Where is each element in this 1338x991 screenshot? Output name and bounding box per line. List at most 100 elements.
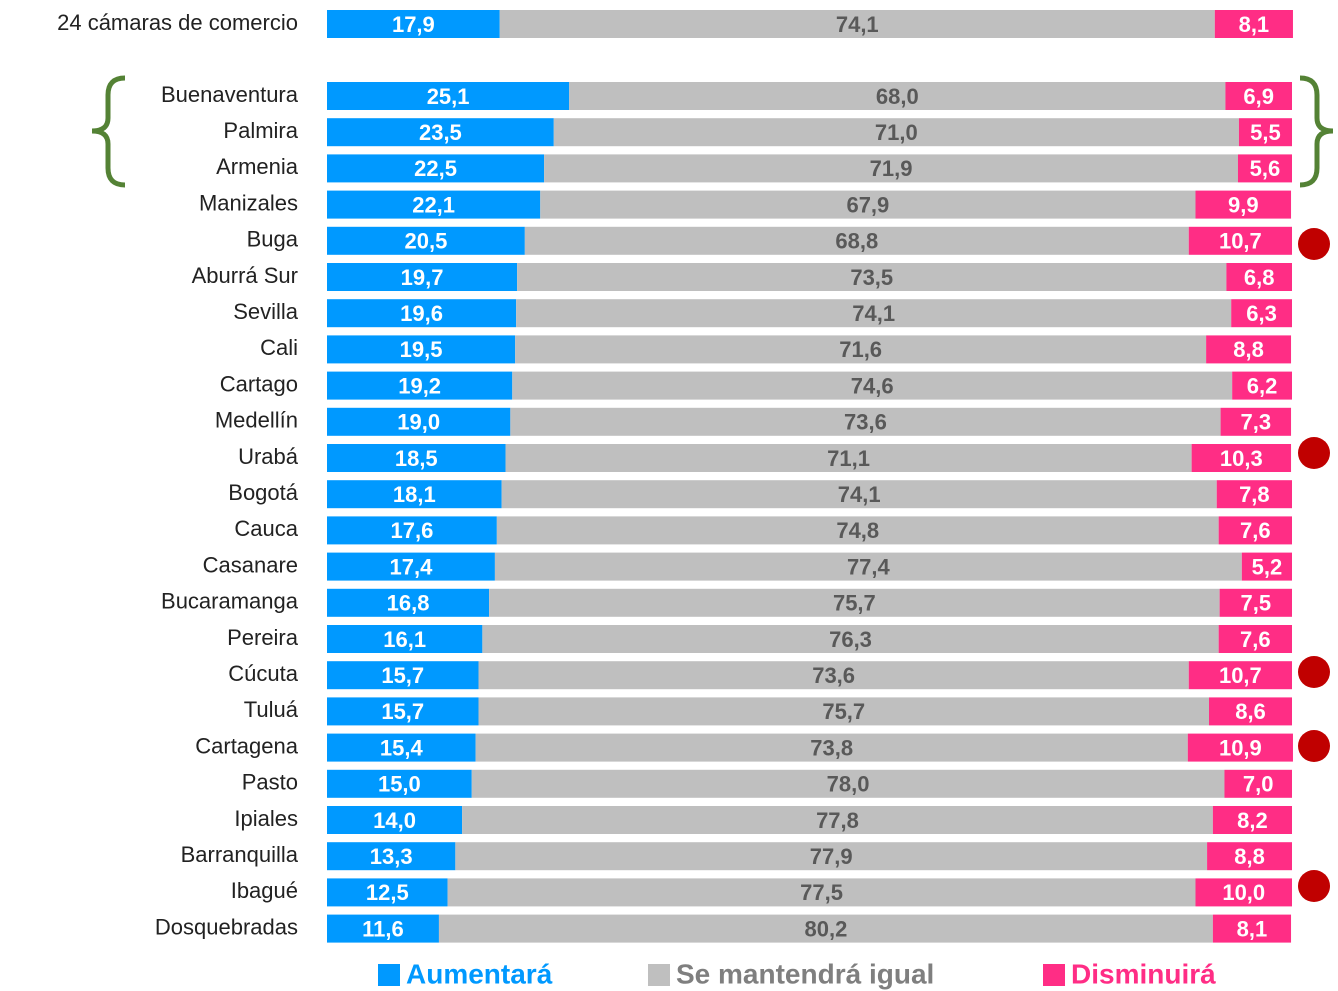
value-label: 19,6 [400,301,443,326]
category-label: Manizales [199,190,298,215]
value-label: 15,7 [381,663,424,688]
value-label: 5,5 [1250,120,1281,145]
value-label: 19,2 [398,373,441,398]
value-label: 6,8 [1244,265,1275,290]
bar-segment [489,588,1220,617]
category-label: Ipiales [234,806,298,831]
bracket [91,75,126,188]
value-label: 19,7 [401,265,444,290]
bar-segment [1195,878,1292,907]
bar-segment [1220,407,1292,436]
value-label: 17,6 [391,518,434,543]
value-label: 20,5 [404,229,447,254]
bar-segment [327,842,456,871]
category-label: Cali [260,335,298,360]
value-label: 10,0 [1222,880,1265,905]
bar-segment [327,480,502,509]
bar-segment [1188,226,1292,255]
bar-segment [327,118,554,147]
category-label: Urabá [238,444,299,469]
bar-segment [524,226,1189,255]
bar-segment [327,154,545,183]
category-label: Cartago [220,371,298,396]
bar-segment [1219,588,1292,617]
value-label: 6,3 [1246,301,1277,326]
value-label: 74,1 [836,12,879,37]
bar-segment [327,914,439,943]
value-label: 74,6 [851,373,894,398]
category-label: Buga [247,227,299,252]
value-label: 25,1 [427,84,470,109]
category-label: Bucaramanga [161,589,299,614]
bar-segment [327,661,479,690]
value-label: 7,8 [1239,482,1270,507]
value-label: 23,5 [419,120,462,145]
category-label: Bogotá [228,480,298,505]
bar-segment [327,552,495,581]
value-label: 71,9 [870,156,913,181]
value-label: 74,8 [836,518,879,543]
category-label: Casanare [203,552,298,577]
bracket [1299,75,1334,188]
legend-swatch [1043,964,1065,986]
bar-segment [1216,480,1292,509]
bar-segment [478,661,1189,690]
bar-segment [1225,82,1292,110]
category-label: Palmira [223,118,298,143]
legend-label: Aumentará [406,958,553,989]
bar-segment [327,335,516,364]
value-label: 8,6 [1235,699,1266,724]
bar-segment [540,190,1196,219]
bar-segment [1224,769,1292,798]
bar-segment [327,226,525,255]
bar-segment [327,625,483,653]
bar-segment [327,806,463,834]
value-label: 10,9 [1219,735,1262,760]
bar-segment [1231,299,1292,328]
bar-segment [1191,444,1292,472]
bar-segment [1207,842,1292,871]
value-label: 15,7 [381,699,424,724]
value-label: 7,0 [1243,772,1274,797]
value-label: 71,0 [875,120,918,145]
legend-label: Se mantendrá igual [676,958,934,989]
category-label: Cúcuta [228,661,298,686]
value-label: 7,3 [1241,410,1272,435]
value-label: 76,3 [829,627,872,652]
bar-segment [327,407,511,436]
value-label: 22,1 [412,192,455,217]
bar-segment [482,625,1219,653]
bar-segment [327,769,472,798]
value-label: 17,4 [390,554,434,579]
value-label: 8,1 [1237,916,1268,941]
value-label: 68,8 [835,229,878,254]
bar-segment [1218,625,1292,653]
legend-swatch [648,964,670,986]
bar-segment [327,516,497,545]
bar-segment [327,588,490,617]
value-label: 67,9 [846,192,889,217]
bar-segment [515,335,1207,364]
bar-segment [501,480,1217,509]
value-label: 14,0 [373,808,416,833]
value-label: 75,7 [833,591,876,616]
bar-segment [1195,190,1292,219]
bar-segment [327,299,517,328]
bar-segment [1187,733,1293,762]
value-label: 78,0 [827,772,870,797]
value-label: 80,2 [804,916,847,941]
bar-segment [496,516,1219,545]
bar-segment [516,299,1232,328]
value-label: 5,6 [1250,156,1281,181]
value-label: 73,6 [812,663,855,688]
value-label: 19,5 [400,337,443,362]
category-label: Tuluá [244,697,299,722]
bar-segment [1241,552,1292,581]
value-label: 68,0 [876,84,919,109]
bar-segment [475,733,1188,762]
bar-segment [327,878,448,907]
bar-segment [494,552,1242,581]
value-label: 77,9 [810,844,853,869]
category-label: Ibagué [231,878,298,903]
